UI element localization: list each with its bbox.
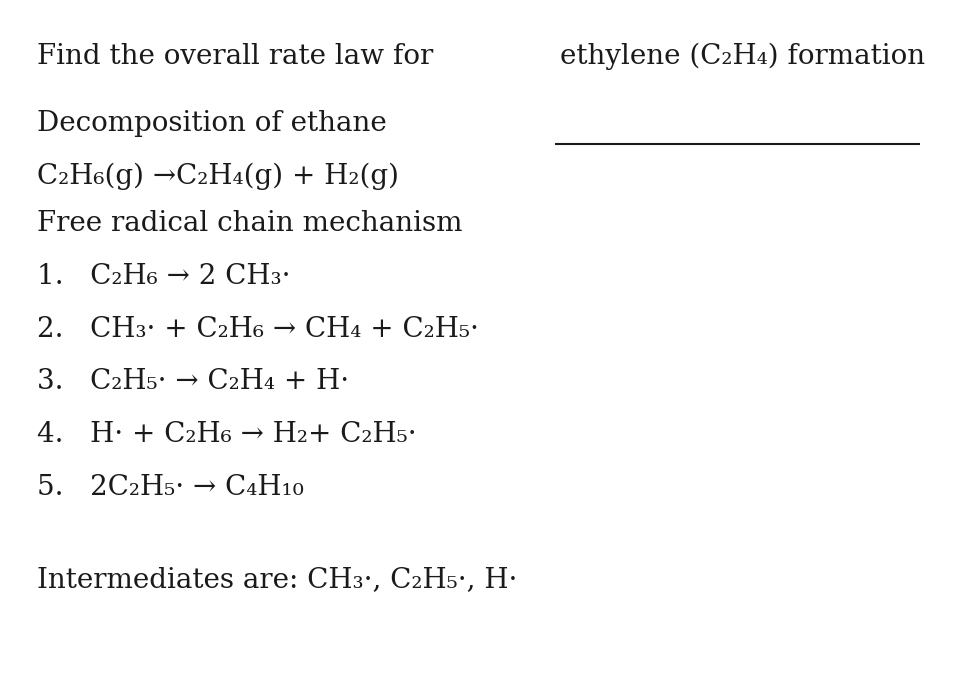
Text: C₂H₆(g) →C₂H₄(g) + H₂(g): C₂H₆(g) →C₂H₄(g) + H₂(g)	[37, 163, 399, 190]
Text: Decomposition of ethane: Decomposition of ethane	[37, 110, 386, 137]
Text: ethylene (C₂H₄) formation: ethylene (C₂H₄) formation	[560, 43, 924, 70]
Text: Find the overall rate law for: Find the overall rate law for	[37, 43, 442, 69]
Text: Intermediates are: CH₃·, C₂H₅·, H·: Intermediates are: CH₃·, C₂H₅·, H·	[37, 566, 517, 593]
Text: Free radical chain mechanism: Free radical chain mechanism	[37, 210, 463, 237]
Text: 3.   C₂H₅· → C₂H₄ + H·: 3. C₂H₅· → C₂H₄ + H·	[37, 368, 348, 395]
Text: 5.   2C₂H₅· → C₄H₁₀: 5. 2C₂H₅· → C₄H₁₀	[37, 474, 304, 501]
Text: 4.   H· + C₂H₆ → H₂+ C₂H₅·: 4. H· + C₂H₆ → H₂+ C₂H₅·	[37, 421, 416, 448]
Text: 2.   CH₃· + C₂H₆ → CH₄ + C₂H₅·: 2. CH₃· + C₂H₆ → CH₄ + C₂H₅·	[37, 316, 478, 342]
Text: 1.   C₂H₆ → 2 CH₃·: 1. C₂H₆ → 2 CH₃·	[37, 263, 290, 289]
